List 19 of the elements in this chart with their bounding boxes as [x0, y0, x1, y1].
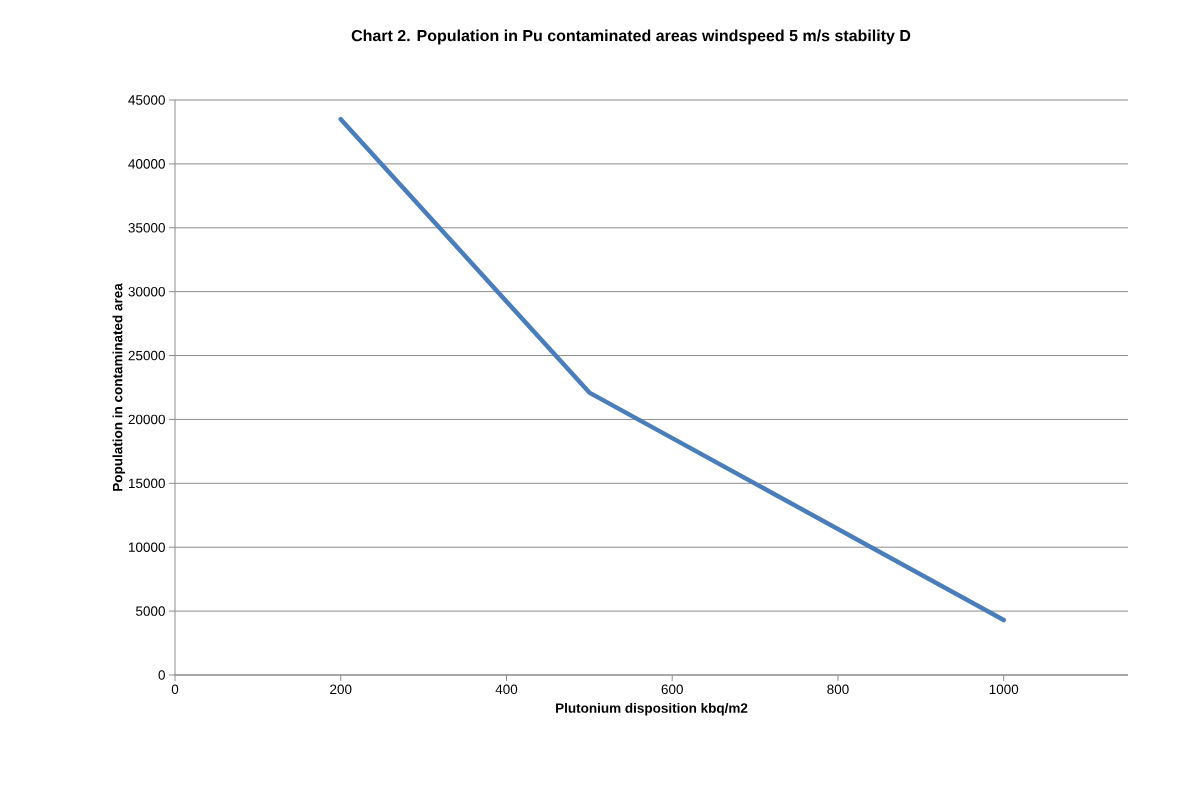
y-tick-label: 45000	[128, 95, 165, 105]
y-tick-label: 5000	[135, 606, 165, 616]
chart-title: Chart 2. Population in Pu contaminated areas windspeed 5 m/s stability D	[351, 29, 911, 45]
y-tick-label: 25000	[128, 350, 165, 361]
x-tick-label: 800	[827, 684, 849, 695]
x-tick-label: 1000	[989, 684, 1019, 695]
y-tick-label: 20000	[128, 414, 165, 425]
y-tick-label: 0	[158, 670, 165, 680]
y-tick-label: 10000	[128, 542, 165, 552]
x-tick-label: 400	[495, 684, 518, 695]
x-tick-label: 600	[661, 684, 683, 695]
x-tick-label: 0	[171, 684, 179, 695]
y-tick-label: 40000	[128, 159, 165, 169]
y-tick-label: 15000	[128, 478, 165, 489]
y-tick-label: 30000	[128, 286, 165, 297]
y-tick-label: 35000	[128, 222, 165, 233]
y-axis-title: Population in contaminated area	[112, 283, 126, 491]
x-tick-label: 200	[330, 684, 352, 695]
x-axis-title: Plutonium disposition kbq/m2	[556, 702, 748, 716]
